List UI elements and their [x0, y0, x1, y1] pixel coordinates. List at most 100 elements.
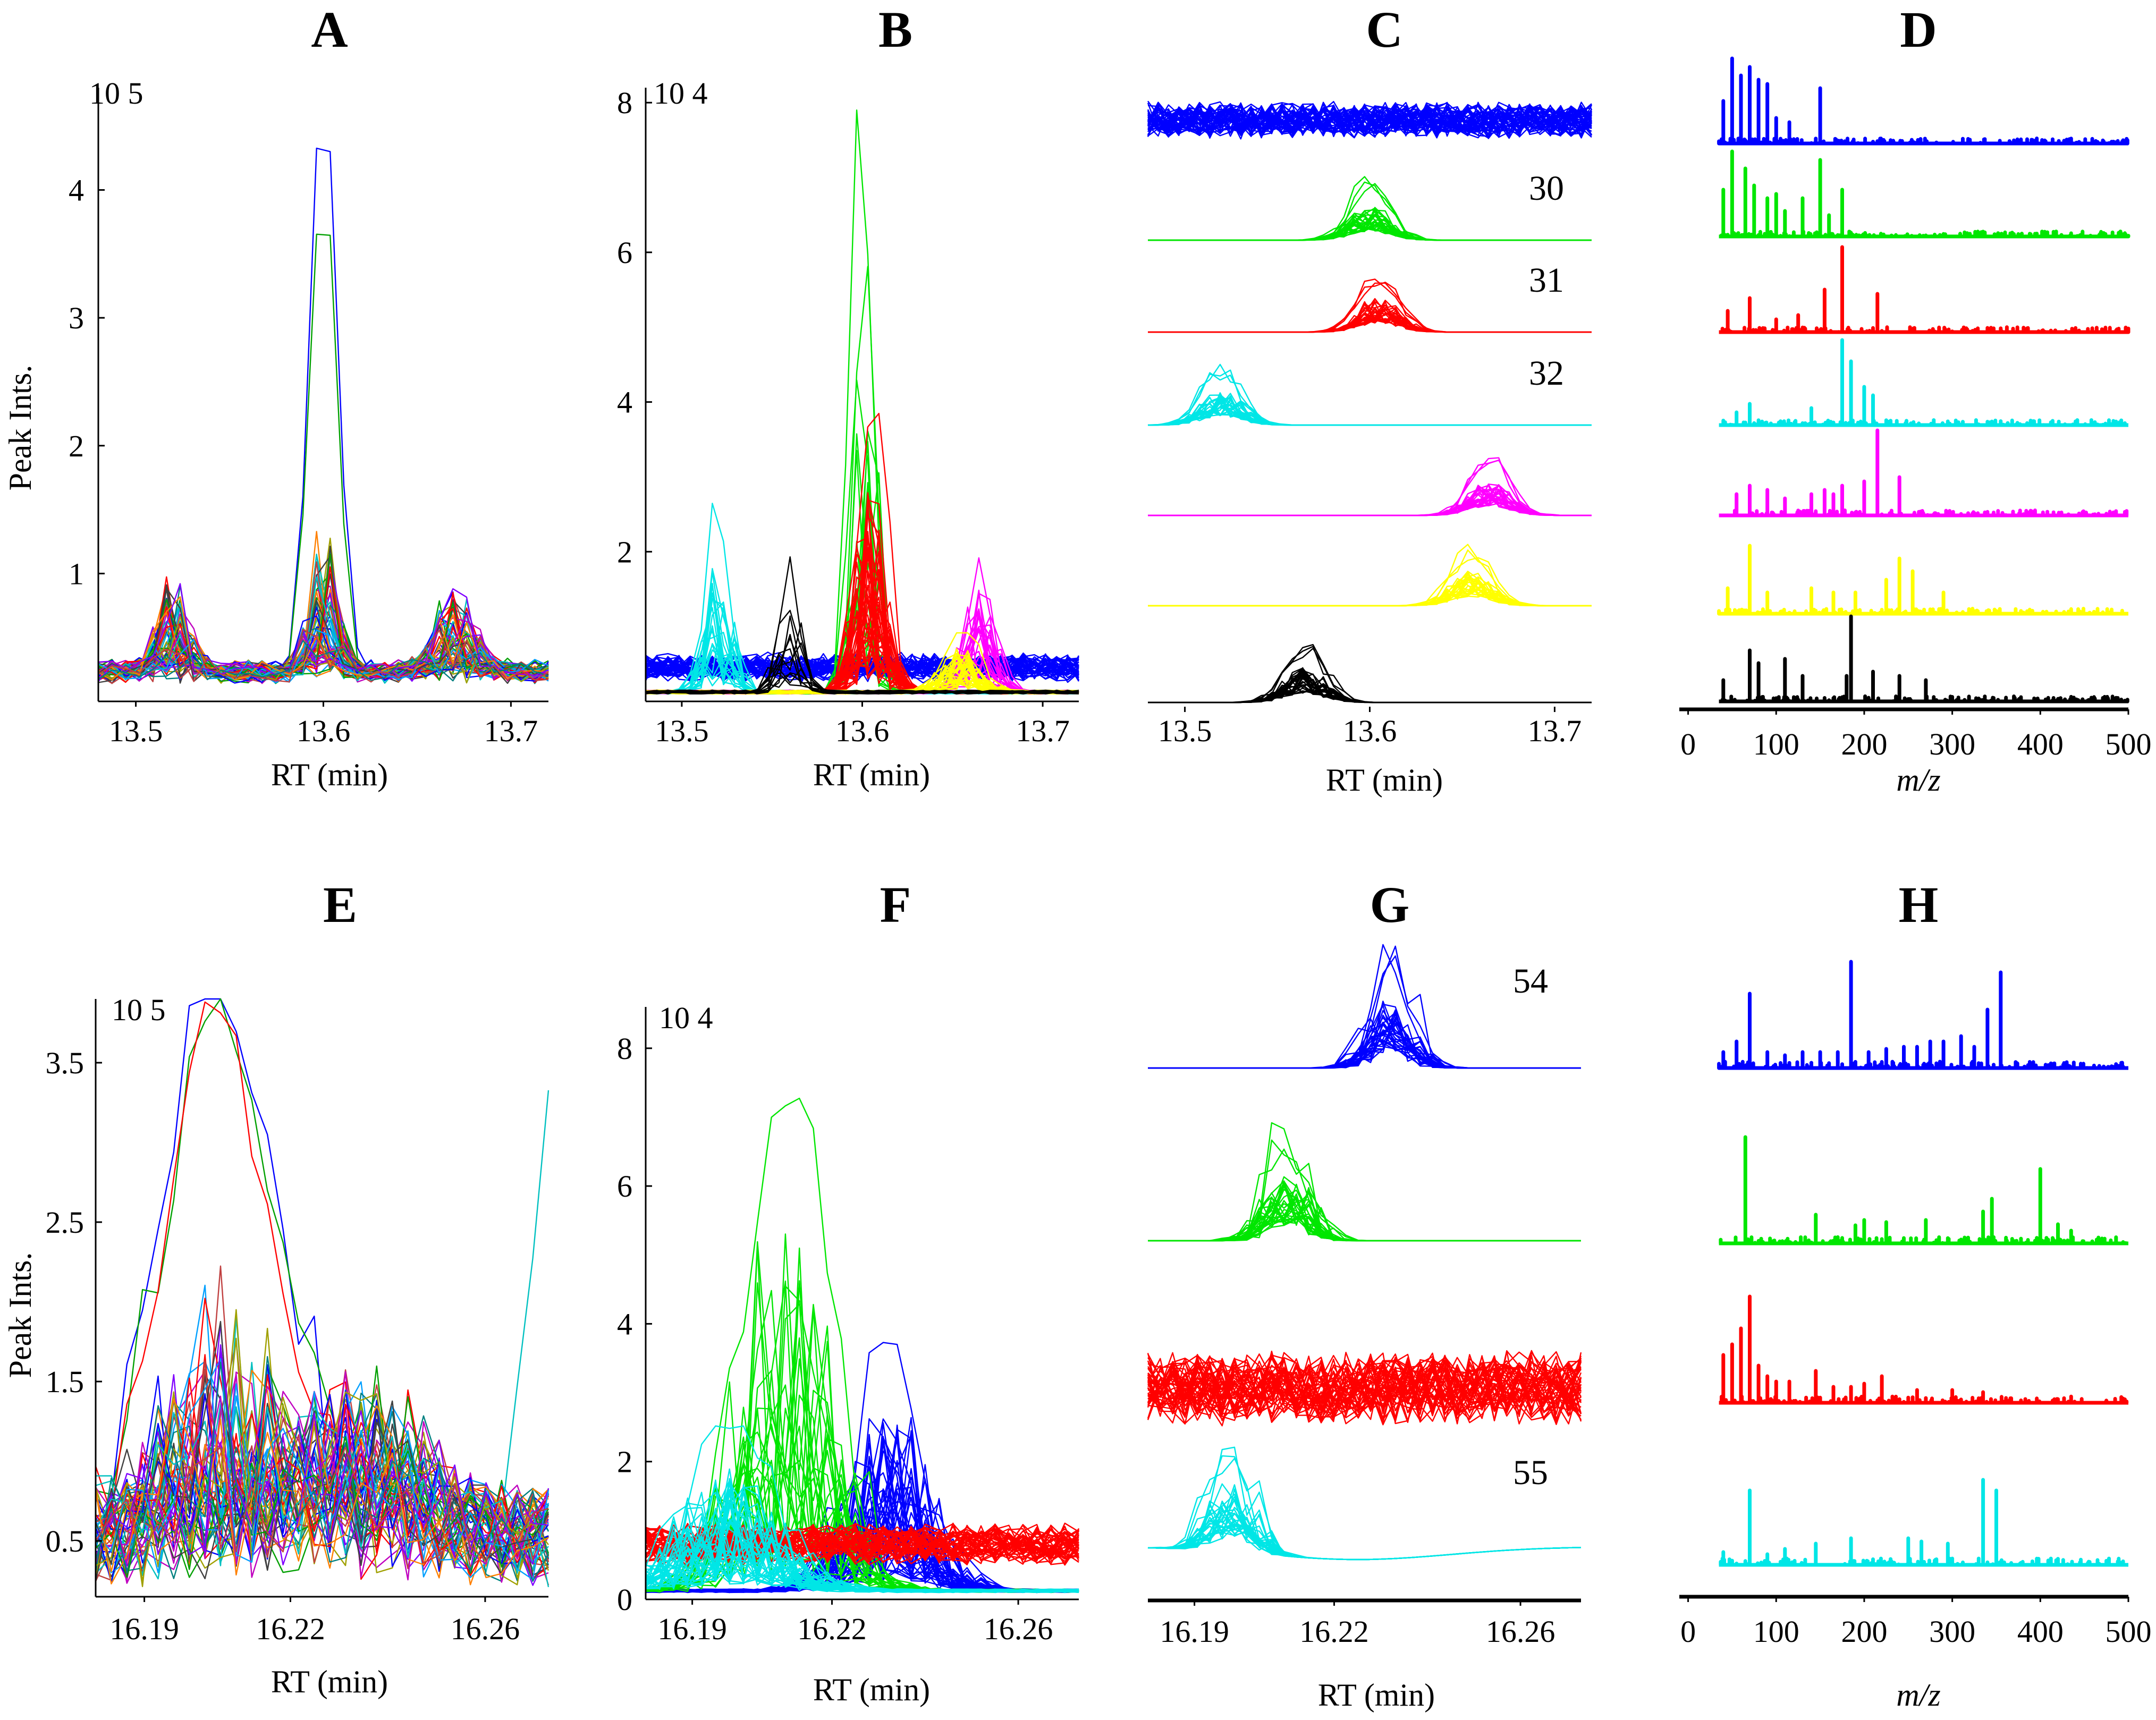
panel-a-ticks: 13.5 13.6 13.7 1 2 3 4 [69, 173, 538, 749]
green-profile-trace [1148, 1190, 1581, 1242]
panel-h-title: H [1899, 876, 1939, 933]
panel-b-plot [645, 109, 1080, 695]
blue-profile-trace [1148, 1031, 1581, 1069]
x-tick-label: 0 [1680, 1614, 1696, 1649]
raw-trace [95, 1391, 549, 1578]
green-profile-trace [1148, 1200, 1581, 1242]
yellow-profile-trace [1148, 582, 1592, 607]
black-profile-trace [1148, 689, 1592, 704]
raw-trace [95, 1358, 549, 1580]
panel-c-ticks: 13.5 13.6 13.7 [1158, 707, 1582, 748]
green-profile-trace [1148, 1203, 1581, 1242]
panel-c-xlabel: RT (min) [1326, 762, 1443, 798]
panel-f-xlabel: RT (min) [813, 1672, 930, 1707]
panel-e-plot [95, 998, 549, 1588]
black-component-trace [645, 638, 1079, 694]
y-tick-label: 1.5 [46, 1365, 84, 1399]
green-profile-trace [1148, 1200, 1581, 1242]
raw-trace [95, 1426, 549, 1573]
yellow-profile-trace [1148, 578, 1592, 607]
panel-a-xlabel: RT (min) [271, 757, 388, 792]
raw-trace [98, 640, 549, 682]
blue-profile-trace [1147, 103, 1592, 138]
panel-a-title: A [311, 1, 348, 58]
raw-trace [95, 1344, 549, 1565]
blue-profile-trace [1147, 106, 1592, 139]
black-mass-spectrum [1718, 614, 2129, 704]
black-profile-trace [1148, 670, 1592, 704]
green-profile-trace [1148, 1182, 1581, 1242]
yellow-profile-trace [1148, 581, 1592, 607]
raw-trace [98, 583, 549, 682]
x-tick-label: 13.5 [1158, 714, 1212, 748]
black-profile-trace [1148, 679, 1592, 704]
panel-a-plot [98, 147, 549, 684]
y-tick-label: 1 [69, 556, 84, 591]
y-tick-label: 2 [617, 535, 632, 569]
x-tick-label: 100 [1753, 1614, 1799, 1649]
panel-h: H 0 100 200 300 400 500 m/z [1679, 876, 2152, 1713]
component-number-label: 30 [1529, 169, 1564, 208]
panel-e-ylabel: Peak Ints. [3, 1252, 38, 1378]
green-profile-trace [1148, 1196, 1581, 1242]
red-profile-trace [1147, 1355, 1582, 1414]
y-tick-label: 6 [617, 1169, 632, 1204]
x-tick-label: 13.7 [1528, 714, 1582, 748]
yellow-profile-trace [1148, 557, 1592, 607]
black-profile-trace [1148, 677, 1592, 704]
raw-trace [98, 614, 549, 682]
raw-trace [95, 1403, 549, 1574]
yellow-profile-trace [1148, 582, 1592, 607]
panel-a-ylabel: Peak Ints. [3, 365, 38, 491]
panel-g-plot: 54 55 [1147, 944, 1582, 1561]
yellow-profile-trace [1148, 544, 1592, 607]
panel-d: D 0 100 200 300 400 500 m/z [1679, 1, 2152, 798]
blue-mass-spectrum [1717, 960, 2129, 1070]
x-tick-label: 13.6 [297, 714, 351, 748]
x-tick-label: 16.19 [657, 1612, 727, 1646]
green-profile-trace [1148, 1148, 1581, 1242]
raw-trace [98, 629, 549, 681]
yellow-profile-trace [1148, 578, 1592, 607]
component-number-label: 54 [1513, 962, 1548, 1001]
panel-h-plot [1717, 960, 2129, 1567]
yellow-profile-trace [1148, 572, 1592, 607]
green-profile-trace [1148, 1185, 1581, 1242]
black-profile-trace [1148, 673, 1592, 704]
black-profile-trace [1148, 685, 1592, 704]
y-tick-label: 6 [617, 235, 632, 270]
black-profile-trace [1148, 676, 1592, 704]
green-profile-trace [1148, 1180, 1581, 1242]
green-profile-trace [1148, 220, 1592, 241]
yellow-profile-trace [1148, 578, 1592, 607]
green-profile-trace [1148, 1189, 1581, 1242]
yellow-profile-trace [1148, 582, 1592, 607]
red-component-trace [645, 1524, 1079, 1565]
cyan-profile-trace [1147, 372, 1592, 426]
black-profile-trace [1148, 667, 1592, 704]
red-profile-trace [1147, 1361, 1582, 1427]
y-tick-label: 2.5 [46, 1205, 84, 1240]
y-tick-label: 4 [617, 1307, 632, 1341]
y-tick-label: 0.5 [46, 1524, 84, 1558]
red-mass-spectrum [1718, 245, 2130, 334]
yellow-profile-trace [1148, 583, 1592, 607]
x-tick-label: 300 [1929, 1614, 1975, 1649]
black-profile-trace [1148, 673, 1592, 704]
yellow-profile-trace [1148, 578, 1592, 607]
yellow-profile-trace [1148, 576, 1592, 607]
x-tick-label: 500 [2106, 1614, 2152, 1649]
panel-h-xlabel: m/z [1896, 1677, 1940, 1713]
raw-trace [98, 616, 549, 684]
x-tick-label: 200 [1841, 727, 1887, 761]
green-profile-trace [1148, 1196, 1581, 1242]
yellow-profile-trace [1148, 571, 1592, 607]
panel-a-multiplier: 10 5 [89, 76, 143, 111]
x-tick-label: 13.5 [655, 714, 709, 748]
panel-e-ticks: 16.19 16.22 16.26 0.5 1.5 2.5 3.5 [46, 1046, 520, 1646]
y-tick-label: 3.5 [46, 1046, 84, 1080]
yellow-profile-trace [1148, 580, 1592, 607]
black-profile-trace [1148, 690, 1592, 704]
yellow-profile-trace [1148, 549, 1592, 607]
